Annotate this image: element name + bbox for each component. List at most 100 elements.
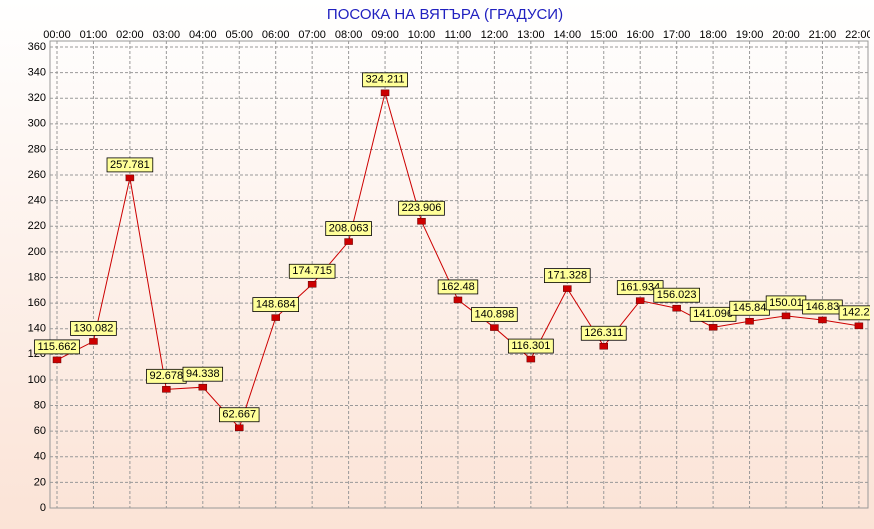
data-marker xyxy=(745,317,754,325)
data-label-box xyxy=(653,287,700,303)
data-label-box xyxy=(252,297,299,313)
y-tick-label: 80 xyxy=(34,399,46,411)
x-tick-label: 06:00 xyxy=(262,29,290,41)
data-label-box xyxy=(507,338,554,354)
data-label: 62.667 xyxy=(222,409,256,421)
data-label: 116.301 xyxy=(511,340,550,352)
x-tick-label: 10:00 xyxy=(408,29,436,41)
data-marker xyxy=(271,314,280,321)
x-tick-label: 21:00 xyxy=(809,29,837,41)
x-tick-label: 08:00 xyxy=(335,29,363,41)
data-label-box xyxy=(437,279,479,295)
y-tick-label: 340 xyxy=(28,67,46,79)
x-tick-label: 16:00 xyxy=(626,29,654,41)
data-label: 162.48 xyxy=(441,281,475,293)
data-label: 94.338 xyxy=(186,368,220,380)
y-tick-label: 180 xyxy=(28,271,46,283)
y-tick-label: 160 xyxy=(28,297,46,309)
data-label-box xyxy=(288,263,336,279)
data-label: 148.684 xyxy=(256,299,296,311)
plot: 0204060801001201401601802002202402602803… xyxy=(28,29,874,514)
x-tick-label: 22:00 xyxy=(845,29,873,41)
data-label: 145.84 xyxy=(733,302,767,314)
y-tick-label: 300 xyxy=(28,118,46,130)
data-label-box xyxy=(106,157,154,173)
y-tick-label: 60 xyxy=(34,425,46,437)
data-marker xyxy=(490,324,499,331)
data-marker xyxy=(818,316,827,324)
data-label: 126.311 xyxy=(584,327,623,339)
plot-area xyxy=(49,40,869,509)
data-marker xyxy=(526,355,536,363)
data-label-box xyxy=(838,305,870,321)
data-marker xyxy=(708,324,718,331)
data-marker xyxy=(235,424,244,432)
data-label: 141.096 xyxy=(693,308,733,320)
data-marker xyxy=(672,304,681,312)
x-tick-label: 03:00 xyxy=(153,29,181,41)
data-marker xyxy=(417,218,426,225)
data-label-box xyxy=(34,339,80,355)
data-marker xyxy=(52,356,62,364)
x-tick-label: 12:00 xyxy=(481,29,509,41)
data-marker xyxy=(781,312,791,320)
data-label: 223.906 xyxy=(402,202,442,214)
x-tick-label: 20:00 xyxy=(772,29,800,41)
x-tick-label: 00:00 xyxy=(43,29,71,41)
data-label: 161.934 xyxy=(620,282,660,294)
data-label-box xyxy=(471,307,518,322)
y-tick-label: 20 xyxy=(34,476,46,488)
data-marker xyxy=(453,296,463,304)
y-tick-label: 320 xyxy=(28,92,46,104)
x-tick-label: 19:00 xyxy=(736,29,764,41)
y-tick-label: 220 xyxy=(28,220,46,232)
y-tick-label: 100 xyxy=(28,374,46,386)
x-tick-label: 11:00 xyxy=(445,29,472,41)
data-marker xyxy=(563,285,572,292)
data-label: 156.023 xyxy=(657,289,697,301)
x-tick-label: 09:00 xyxy=(371,29,399,41)
data-label-box xyxy=(580,325,627,341)
data-label: 174.715 xyxy=(292,265,332,277)
x-tick-label: 04:00 xyxy=(189,29,217,41)
y-tick-label: 280 xyxy=(28,143,46,155)
data-marker xyxy=(125,174,135,182)
data-marker xyxy=(635,297,645,304)
x-tick-label: 01:00 xyxy=(80,29,108,41)
data-marker xyxy=(854,322,864,330)
y-tick-label: 40 xyxy=(34,451,46,463)
y-tick-label: 260 xyxy=(28,169,46,181)
data-label-box xyxy=(544,268,591,284)
data-label: 92.678 xyxy=(150,370,184,382)
x-tick-label: 07:00 xyxy=(298,29,326,41)
data-label: 140.898 xyxy=(475,308,515,320)
x-tick-label: 02:00 xyxy=(116,29,144,41)
y-tick-label: 0 xyxy=(40,502,46,514)
x-tick-label: 18:00 xyxy=(699,29,727,41)
data-marker xyxy=(307,281,317,288)
data-label-box xyxy=(325,221,372,236)
y-tick-label: 200 xyxy=(28,246,46,258)
y-tick-label: 240 xyxy=(28,195,46,207)
data-label-box xyxy=(398,200,445,216)
x-tick-label: 13:00 xyxy=(517,29,545,41)
data-label: 257.781 xyxy=(110,159,150,171)
x-tick-label: 15:00 xyxy=(590,29,618,41)
data-label: 324.211 xyxy=(366,74,405,86)
data-label: 208.063 xyxy=(329,222,369,234)
data-marker xyxy=(344,238,353,245)
x-tick-label: 17:00 xyxy=(663,29,691,41)
data-label-box xyxy=(182,366,224,382)
data-marker xyxy=(380,89,390,97)
data-label: 130.082 xyxy=(74,322,114,334)
data-marker xyxy=(198,383,208,391)
data-label: 142.25 xyxy=(842,307,874,319)
x-tick-label: 05:00 xyxy=(225,29,253,41)
data-marker xyxy=(599,343,608,350)
data-label: 171.328 xyxy=(547,270,587,282)
y-tick-label: 360 xyxy=(28,41,46,53)
data-label-box xyxy=(70,321,117,336)
y-tick-label: 140 xyxy=(28,323,46,335)
